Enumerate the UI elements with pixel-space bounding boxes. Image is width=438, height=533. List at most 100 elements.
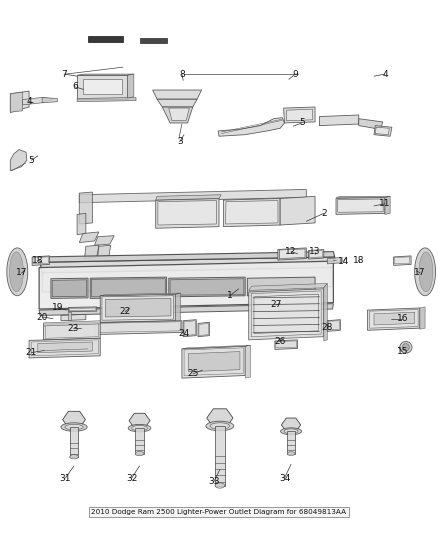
Polygon shape xyxy=(43,321,100,326)
Ellipse shape xyxy=(287,452,295,456)
Polygon shape xyxy=(68,307,97,312)
Ellipse shape xyxy=(135,451,144,456)
Polygon shape xyxy=(42,98,57,103)
Polygon shape xyxy=(98,245,111,257)
Text: 33: 33 xyxy=(208,478,219,486)
Polygon shape xyxy=(162,107,193,123)
Text: 18: 18 xyxy=(32,256,43,264)
Polygon shape xyxy=(102,296,173,320)
Polygon shape xyxy=(199,324,208,336)
Polygon shape xyxy=(169,277,245,297)
Polygon shape xyxy=(338,199,383,212)
Text: 4: 4 xyxy=(382,70,388,78)
Polygon shape xyxy=(226,200,278,224)
Polygon shape xyxy=(61,314,86,321)
Polygon shape xyxy=(43,322,100,340)
Text: 17: 17 xyxy=(16,269,28,277)
Text: 32: 32 xyxy=(126,474,138,482)
Text: 34: 34 xyxy=(279,474,290,482)
Polygon shape xyxy=(218,118,285,136)
Polygon shape xyxy=(129,413,150,428)
Polygon shape xyxy=(188,352,240,372)
Polygon shape xyxy=(280,196,315,225)
Text: 19: 19 xyxy=(52,303,63,312)
Ellipse shape xyxy=(215,483,225,488)
Polygon shape xyxy=(92,279,165,297)
Ellipse shape xyxy=(419,252,433,292)
Polygon shape xyxy=(31,340,99,356)
Text: 7: 7 xyxy=(61,70,67,78)
Polygon shape xyxy=(39,252,335,262)
Polygon shape xyxy=(367,308,420,330)
Ellipse shape xyxy=(65,424,83,430)
Polygon shape xyxy=(215,426,225,486)
Polygon shape xyxy=(29,338,100,358)
Text: 5: 5 xyxy=(299,118,305,127)
Ellipse shape xyxy=(400,342,412,353)
Polygon shape xyxy=(175,293,180,322)
Polygon shape xyxy=(69,308,96,311)
Polygon shape xyxy=(245,345,251,378)
Polygon shape xyxy=(51,278,88,298)
Polygon shape xyxy=(39,261,333,309)
Polygon shape xyxy=(247,277,315,296)
Polygon shape xyxy=(395,257,410,264)
Text: 9: 9 xyxy=(293,70,298,78)
Polygon shape xyxy=(77,74,134,75)
Polygon shape xyxy=(394,256,411,265)
Ellipse shape xyxy=(415,248,435,296)
Polygon shape xyxy=(95,321,182,335)
Polygon shape xyxy=(155,195,221,200)
Polygon shape xyxy=(106,298,171,317)
Text: 16: 16 xyxy=(397,314,408,323)
Polygon shape xyxy=(96,322,180,333)
Ellipse shape xyxy=(10,252,23,292)
Text: 21: 21 xyxy=(25,348,37,357)
Polygon shape xyxy=(286,109,312,121)
Polygon shape xyxy=(40,257,335,273)
Ellipse shape xyxy=(132,425,148,431)
Text: 14: 14 xyxy=(338,257,349,265)
Ellipse shape xyxy=(70,455,78,459)
Polygon shape xyxy=(100,294,175,322)
Polygon shape xyxy=(282,418,300,432)
Polygon shape xyxy=(158,200,216,225)
Polygon shape xyxy=(11,91,29,112)
Polygon shape xyxy=(42,266,332,292)
Polygon shape xyxy=(327,257,342,264)
Polygon shape xyxy=(33,257,48,264)
Polygon shape xyxy=(100,293,180,296)
Polygon shape xyxy=(223,198,280,227)
Polygon shape xyxy=(11,92,22,112)
Polygon shape xyxy=(182,345,251,349)
Text: 4: 4 xyxy=(26,97,32,106)
Polygon shape xyxy=(68,312,71,320)
Ellipse shape xyxy=(61,423,87,431)
Text: 28: 28 xyxy=(321,323,333,332)
Text: 27: 27 xyxy=(270,300,282,309)
Polygon shape xyxy=(278,249,279,260)
Polygon shape xyxy=(39,304,333,316)
Polygon shape xyxy=(249,284,327,290)
Polygon shape xyxy=(155,198,219,228)
Polygon shape xyxy=(324,284,327,341)
Text: 17: 17 xyxy=(414,269,426,277)
Bar xyxy=(88,36,123,42)
Polygon shape xyxy=(370,310,418,328)
Text: 6: 6 xyxy=(72,82,78,91)
Ellipse shape xyxy=(281,428,301,435)
Text: 31: 31 xyxy=(60,474,71,482)
Bar xyxy=(141,38,166,43)
Polygon shape xyxy=(327,320,340,332)
Text: 23: 23 xyxy=(67,324,78,333)
Ellipse shape xyxy=(7,248,28,296)
Polygon shape xyxy=(63,411,85,428)
Ellipse shape xyxy=(128,424,151,432)
Text: 8: 8 xyxy=(179,70,185,78)
Polygon shape xyxy=(375,127,389,135)
Text: 13: 13 xyxy=(309,247,321,256)
Polygon shape xyxy=(90,277,166,298)
Polygon shape xyxy=(275,340,297,350)
Text: 18: 18 xyxy=(353,256,364,264)
Polygon shape xyxy=(287,431,295,454)
